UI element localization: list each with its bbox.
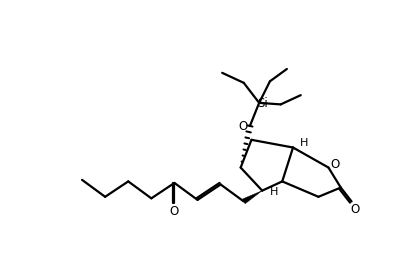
Text: O: O — [349, 203, 358, 216]
Polygon shape — [242, 191, 261, 204]
Text: O: O — [330, 158, 339, 171]
Text: H: H — [270, 187, 278, 197]
Text: Si: Si — [256, 97, 267, 110]
Text: O: O — [169, 205, 179, 218]
Text: H: H — [299, 138, 307, 148]
Text: O: O — [238, 120, 247, 133]
